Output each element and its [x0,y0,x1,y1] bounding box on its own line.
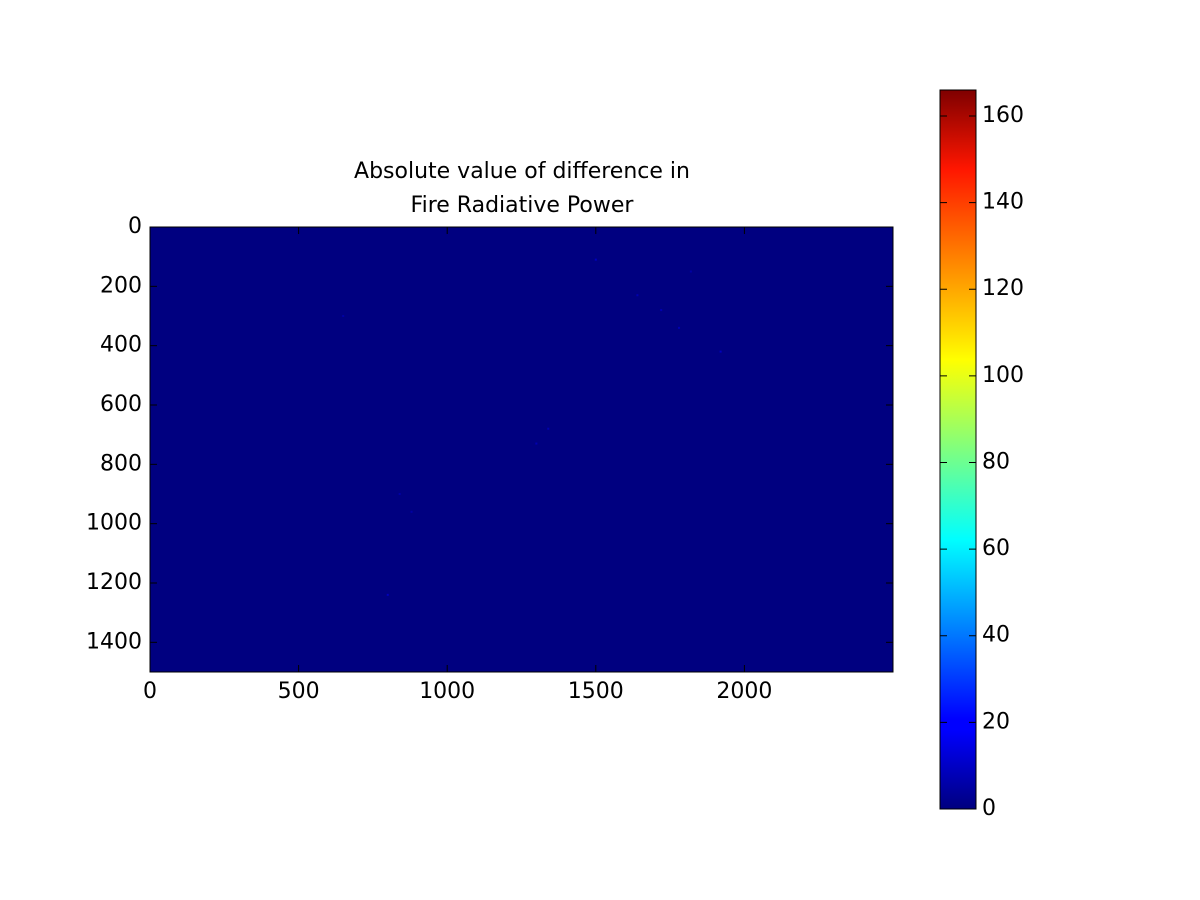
x-tick-label: 2000 [716,679,772,704]
heatmap-cell [398,493,401,495]
x-tick-label: 1000 [419,679,475,704]
heatmap-cell [386,593,389,596]
plot-frame [149,226,894,673]
colorbar-tick-label: 80 [982,449,1010,474]
heatmap-cell [410,510,413,513]
heatmap-cell [535,442,538,445]
y-tick-label: 1400 [86,629,142,654]
heatmap-cell [719,350,722,353]
y-tick-label: 600 [100,392,142,417]
x-tick-label: 500 [278,679,320,704]
heatmap-cell [342,315,345,317]
chart-title: Fire Radiative Power [411,193,635,218]
y-tick-label: 800 [100,451,142,476]
x-tick-label: 0 [143,679,157,704]
heatmap-cell [636,294,639,297]
colorbar-tick-label: 120 [982,276,1024,301]
x-tick-label: 1500 [568,679,624,704]
chart-title: Absolute value of difference in [354,159,690,184]
heatmap-cell [660,309,663,312]
colorbar-tick-label: 140 [982,190,1024,215]
heatmap-cell [678,326,681,329]
colorbar-tick-label: 20 [982,709,1010,734]
colorbar-tick-label: 60 [982,536,1010,561]
y-tick-label: 0 [128,214,142,239]
y-tick-label: 400 [100,333,142,358]
heatmap-background [150,227,893,672]
colorbar-tick-label: 40 [982,623,1010,648]
y-tick-label: 200 [100,273,142,298]
y-tick-label: 1000 [86,511,142,536]
heatmap-cell [594,258,597,261]
colorbar [939,89,977,810]
heatmap-cell [689,270,692,273]
y-tick-label: 1200 [86,570,142,595]
heatmap-cell [547,427,550,430]
colorbar-tick-label: 0 [982,796,996,821]
colorbar-tick-label: 160 [982,103,1024,128]
colorbar-tick-label: 100 [982,363,1024,388]
